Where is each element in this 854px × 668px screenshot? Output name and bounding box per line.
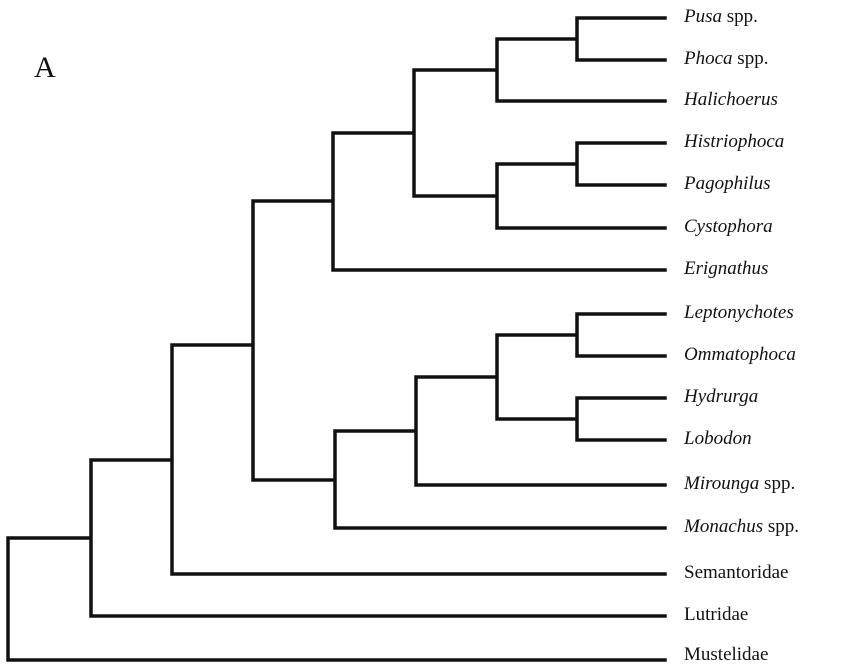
taxon-suffix: spp.	[727, 6, 758, 27]
leaf-label: Monachus spp.	[683, 516, 799, 537]
leaf-label: Leptonychotes	[683, 302, 794, 323]
taxon-name: Ommatophoca	[684, 344, 796, 365]
taxon-name: Leptonychotes	[683, 302, 794, 323]
taxon-name: Phoca	[683, 48, 733, 69]
taxon-suffix: spp.	[768, 516, 799, 537]
leaf-label: Mirounga spp.	[683, 473, 795, 494]
leaf-label: Lobodon	[683, 428, 752, 449]
taxon-name: Lobodon	[683, 428, 752, 449]
tree-branches	[6, 16, 667, 662]
taxon-name: Hydrurga	[683, 386, 758, 407]
leaf-label: Cystophora	[684, 216, 773, 237]
leaf-label: Hydrurga	[683, 386, 758, 407]
leaf-label: Pusa spp.	[683, 6, 758, 27]
leaf-label: Halichoerus	[683, 89, 778, 110]
taxon-name: Semantoridae	[684, 562, 788, 583]
taxon-name: Lutridae	[684, 604, 748, 625]
taxon-name: Monachus	[683, 516, 763, 537]
leaf-label: Ommatophoca	[684, 344, 796, 365]
taxon-name: Histriophoca	[683, 131, 784, 152]
leaf-label: Histriophoca	[683, 131, 784, 152]
taxon-suffix: spp.	[737, 48, 768, 69]
leaf-label: Semantoridae	[684, 562, 788, 583]
taxon-name: Mirounga	[683, 473, 759, 494]
leaf-label: Mustelidae	[684, 644, 768, 665]
taxon-name: Halichoerus	[683, 89, 778, 110]
taxon-name: Erignathus	[683, 258, 768, 279]
leaf-label: Erignathus	[683, 258, 768, 279]
taxon-name: Mustelidae	[684, 644, 768, 665]
leaf-label: Phoca spp.	[683, 48, 768, 69]
panel-label: A	[34, 51, 56, 84]
leaf-label: Pagophilus	[683, 173, 771, 194]
taxon-suffix: spp.	[764, 473, 795, 494]
taxon-name: Pusa	[683, 6, 722, 27]
taxon-name: Pagophilus	[683, 173, 771, 194]
leaf-label: Lutridae	[684, 604, 748, 625]
taxon-name: Cystophora	[684, 216, 773, 237]
